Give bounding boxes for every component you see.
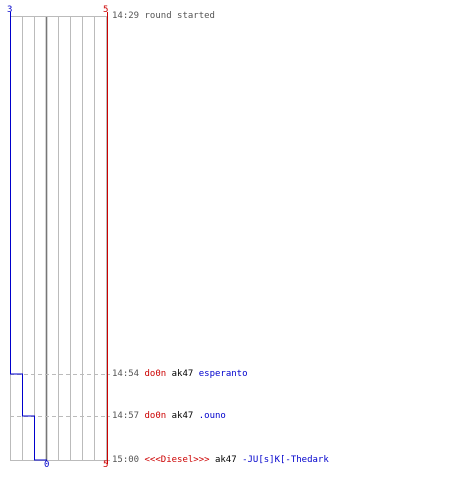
- victim-name: esperanto: [198, 369, 248, 379]
- weapon-name: ak47: [214, 455, 237, 465]
- blue-start-score: 3: [7, 5, 13, 15]
- victim-name: .ouno: [198, 411, 226, 421]
- event-kill: 15:00 <<<Diesel>>> ak47 -JU[s]K[-Thedark: [112, 455, 329, 466]
- killer-name: do0n: [144, 369, 167, 379]
- event-round-start: 14:29 round started: [112, 11, 215, 22]
- event-time: 14:54: [112, 369, 140, 379]
- blue-end-score: 0: [44, 460, 50, 470]
- event-kill: 14:57 do0n ak47 .ouno: [112, 411, 226, 422]
- event-time: 14:57: [112, 411, 140, 421]
- red-start-score: 5: [103, 5, 109, 15]
- killer-name: do0n: [144, 411, 167, 421]
- blue-team-score-line: [10, 12, 47, 461]
- event-kill: 14:54 do0n ak47 esperanto: [112, 369, 248, 380]
- event-time: 15:00: [112, 455, 140, 465]
- red-end-score: 5: [103, 460, 109, 470]
- killer-name: <<<Diesel>>>: [144, 455, 210, 465]
- weapon-name: ak47: [171, 411, 194, 421]
- weapon-name: ak47: [171, 369, 194, 379]
- victim-name: -JU[s]K[-Thedark: [242, 455, 329, 465]
- grid-lines: [10, 16, 107, 461]
- event-time: 14:29: [112, 11, 140, 21]
- event-message: round started: [144, 11, 215, 21]
